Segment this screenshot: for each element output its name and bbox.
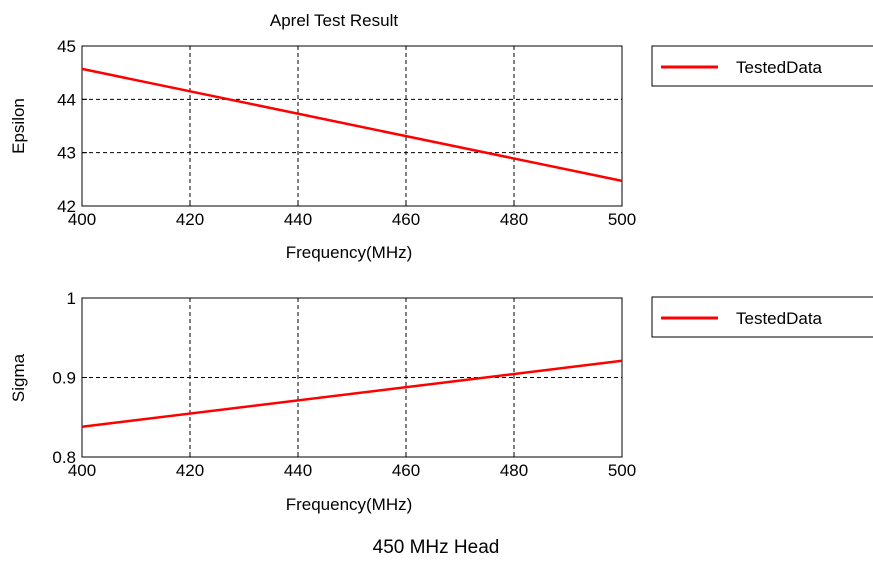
epsilon-x-tick-label: 440 — [284, 210, 312, 229]
epsilon-grid — [82, 46, 622, 206]
epsilon-chart-title: Aprel Test Result — [270, 11, 398, 30]
sigma-x-tick-label: 460 — [392, 461, 420, 480]
epsilon-series-line — [81, 67, 623, 183]
sigma-x-ticks: 400 420 440 460 480 500 — [68, 452, 636, 480]
epsilon-y-tick-label: 44 — [57, 90, 76, 109]
sigma-x-tick-label: 400 — [68, 461, 96, 480]
epsilon-x-axis-title: Frequency(MHz) — [286, 243, 413, 262]
epsilon-x-tick-label: 420 — [176, 210, 204, 229]
sigma-y-tick-label: 1 — [67, 289, 76, 308]
epsilon-legend-label: TestedData — [736, 58, 823, 77]
epsilon-x-tick-label: 460 — [392, 210, 420, 229]
sigma-y-axis-title: Sigma — [9, 353, 28, 402]
epsilon-y-tick-label: 43 — [57, 144, 76, 163]
sigma-y-tick-label: 0.9 — [52, 369, 76, 388]
sigma-x-tick-label: 500 — [608, 461, 636, 480]
epsilon-legend: TestedData — [651, 45, 873, 87]
sigma-x-tick-label: 480 — [500, 461, 528, 480]
sigma-grid — [82, 298, 622, 457]
epsilon-y-tick-label: 45 — [57, 37, 76, 56]
epsilon-y-axis-title: Epsilon — [9, 98, 28, 154]
sigma-legend: TestedData — [651, 296, 873, 338]
epsilon-x-ticks: 400 420 440 460 480 500 — [68, 201, 636, 229]
epsilon-x-tick-label: 500 — [608, 210, 636, 229]
sigma-chart: 400 420 440 460 480 500 0.8 0.9 1 Frequency(MHz… — [9, 289, 873, 514]
sigma-x-tick-label: 420 — [176, 461, 204, 480]
sigma-y-tick-label: 0.8 — [52, 448, 76, 467]
epsilon-y-tick-label: 42 — [57, 197, 76, 216]
sigma-y-ticks: 0.8 0.9 1 — [52, 289, 87, 467]
sigma-legend-label: TestedData — [736, 309, 823, 328]
sigma-series — [81, 359, 623, 429]
sigma-series-line — [81, 359, 623, 429]
epsilon-x-tick-label: 480 — [500, 210, 528, 229]
epsilon-y-ticks: 42 43 44 45 — [57, 37, 87, 216]
figure-caption: 450 MHz Head — [373, 537, 500, 558]
epsilon-x-tick-label: 400 — [68, 210, 96, 229]
sigma-x-axis-title: Frequency(MHz) — [286, 495, 413, 514]
sigma-x-tick-label: 440 — [284, 461, 312, 480]
epsilon-chart: Aprel Test Result 400 420 440 460 480 500 424… — [9, 11, 873, 262]
epsilon-series — [81, 67, 623, 183]
